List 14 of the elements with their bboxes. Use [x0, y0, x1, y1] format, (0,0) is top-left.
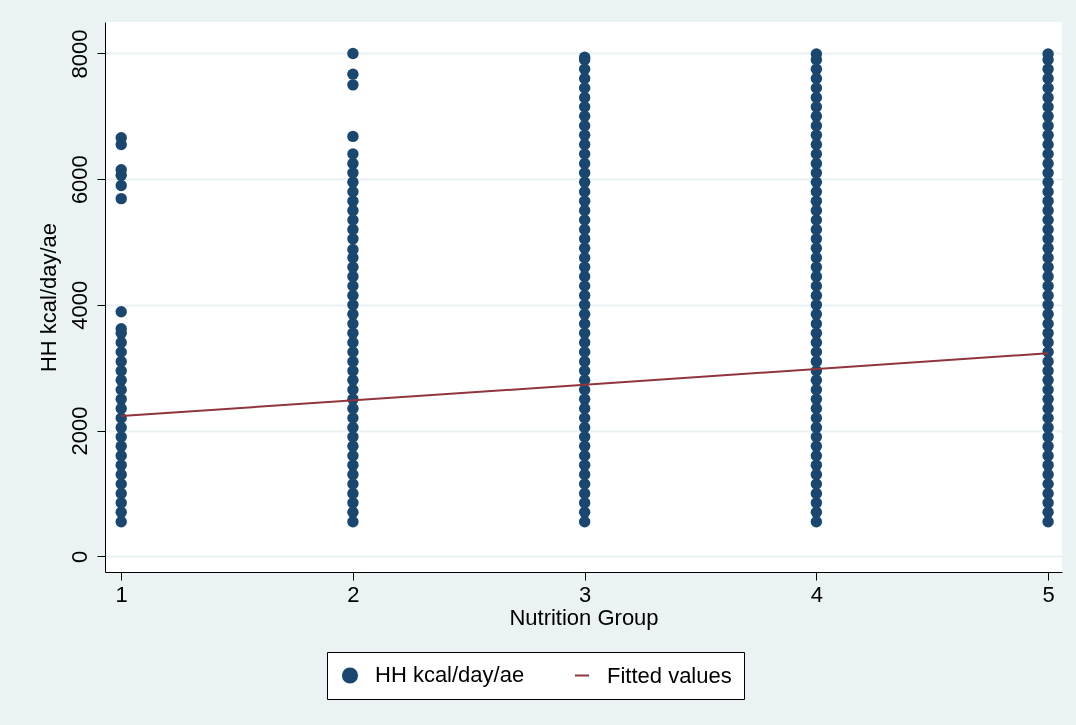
x-tick-label: 1: [115, 581, 128, 607]
x-tick-label: 2: [347, 581, 360, 607]
legend-label: Fitted values: [607, 662, 732, 688]
y-tick-label: 8000: [66, 29, 92, 79]
y-tick-label: 6000: [66, 155, 92, 205]
y-tick-label: 2000: [66, 406, 92, 456]
y-axis-title: HH kcal/day/ae: [35, 222, 61, 373]
x-tick-label: 4: [810, 581, 823, 607]
x-tick-label: 5: [1042, 581, 1055, 607]
y-tick-label: 4000: [66, 280, 92, 330]
x-axis-title: Nutrition Group: [509, 604, 659, 630]
y-tick-label: 0: [66, 550, 92, 563]
legend-label: HH kcal/day/ae: [375, 662, 525, 688]
x-tick-label: 3: [579, 581, 592, 607]
